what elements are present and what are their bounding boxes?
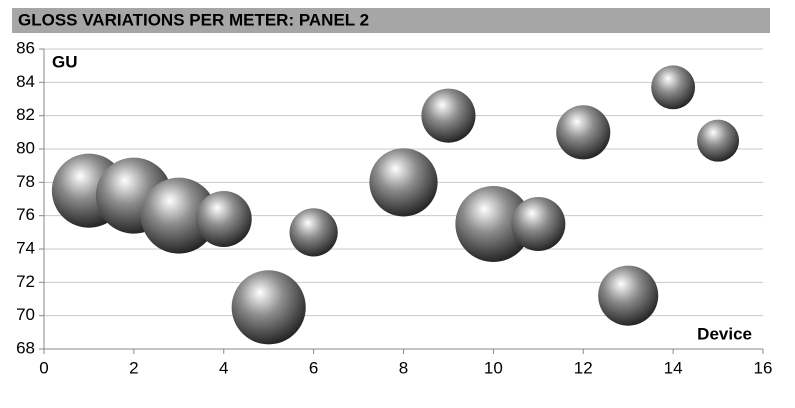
bubble bbox=[556, 105, 611, 160]
bubble bbox=[369, 148, 438, 217]
x-tick-label: 6 bbox=[309, 358, 318, 377]
x-tick-label: 10 bbox=[484, 358, 503, 377]
x-tick-label: 14 bbox=[664, 358, 683, 377]
y-tick-label: 84 bbox=[16, 72, 35, 91]
x-tick-label: 2 bbox=[129, 358, 138, 377]
bubble bbox=[289, 208, 338, 257]
y-tick-label: 78 bbox=[16, 172, 35, 191]
y-tick-label: 82 bbox=[16, 105, 35, 124]
bubble bbox=[455, 186, 532, 262]
x-tick-label: 0 bbox=[39, 358, 48, 377]
y-tick-label: 80 bbox=[16, 138, 35, 157]
bubble bbox=[421, 88, 476, 143]
y-tick-label: 86 bbox=[16, 38, 35, 57]
bubble bbox=[511, 196, 566, 252]
bubble bbox=[140, 177, 217, 254]
x-axis-label: Device bbox=[697, 324, 752, 343]
x-tick-label: 12 bbox=[574, 358, 593, 377]
bubble bbox=[231, 270, 306, 345]
y-tick-label: 72 bbox=[16, 272, 35, 291]
title-banner bbox=[12, 8, 770, 33]
y-tick-label: 70 bbox=[16, 305, 35, 324]
x-tick-label: 16 bbox=[754, 358, 773, 377]
x-tick-label: 8 bbox=[399, 358, 408, 377]
y-tick-label: 76 bbox=[16, 205, 35, 224]
bubble bbox=[697, 119, 740, 162]
bubble bbox=[598, 265, 659, 326]
y-tick-label: 68 bbox=[16, 338, 35, 357]
y-axis-label: GU bbox=[52, 52, 78, 71]
chart-title: GLOSS VARIATIONS PER METER: PANEL 2 bbox=[18, 10, 369, 29]
bubble bbox=[651, 65, 696, 110]
bubble bbox=[195, 191, 252, 247]
y-tick-label: 74 bbox=[16, 238, 35, 257]
x-tick-label: 4 bbox=[219, 358, 228, 377]
